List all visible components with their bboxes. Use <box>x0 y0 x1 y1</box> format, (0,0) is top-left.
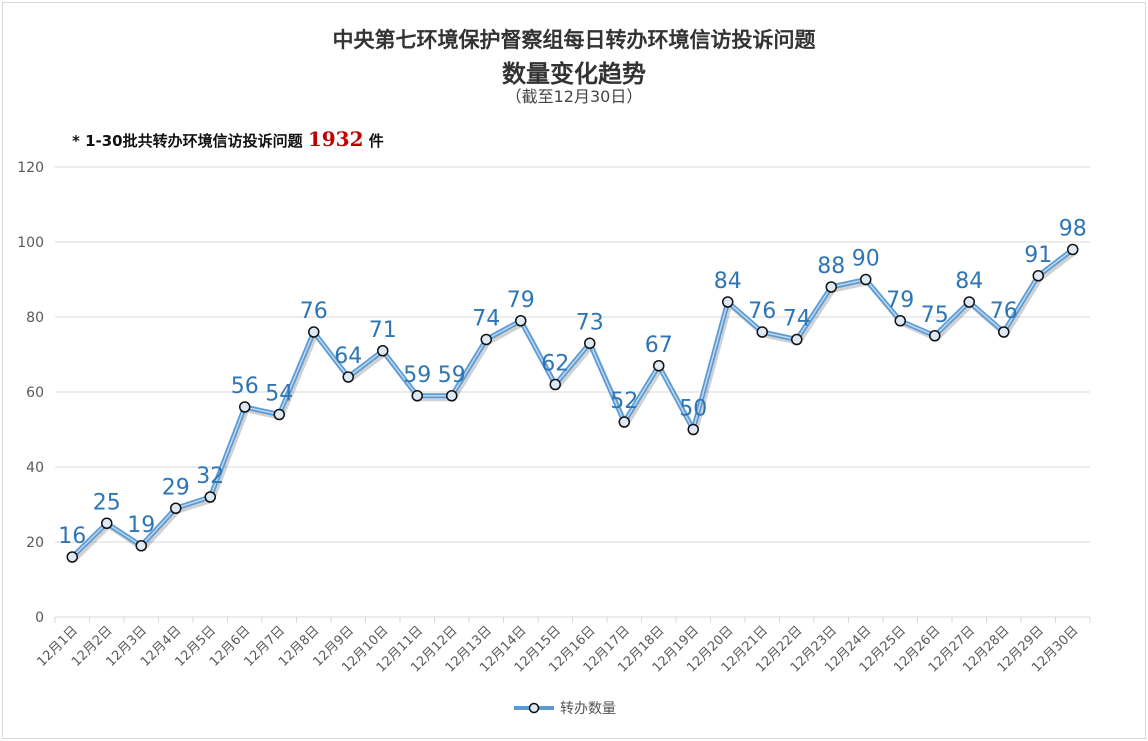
annotation-total: 1932 <box>307 127 364 151</box>
y-tick-label: 60 <box>26 385 44 401</box>
data-label: 71 <box>369 318 397 343</box>
data-point <box>342 371 354 383</box>
data-point <box>1067 243 1079 256</box>
y-tick-label: 120 <box>17 160 44 176</box>
data-label: 73 <box>576 310 604 335</box>
data-point <box>791 333 803 346</box>
data-point <box>1032 270 1044 282</box>
data-label: 50 <box>679 397 707 422</box>
data-point <box>377 345 389 357</box>
legend-label: 转办数量 <box>560 701 616 717</box>
data-label: 91 <box>1024 243 1052 268</box>
legend: 转办数量 <box>514 698 616 718</box>
data-label: 56 <box>231 374 259 399</box>
total-annotation: * 1-30批共转办环境信访投诉问题 1932 件 <box>72 127 384 151</box>
data-label: 74 <box>472 307 500 332</box>
data-label: 75 <box>921 303 949 328</box>
data-point <box>239 401 251 413</box>
data-label: 67 <box>645 333 673 358</box>
data-point <box>825 281 837 293</box>
series-line <box>70 247 1075 559</box>
data-point <box>515 315 527 327</box>
data-point <box>170 502 182 514</box>
data-point <box>66 551 78 563</box>
data-point <box>998 326 1010 338</box>
data-point <box>411 390 423 402</box>
y-tick-label: 40 <box>26 460 44 476</box>
data-point <box>963 296 975 308</box>
data-label: 54 <box>265 382 293 407</box>
y-tick-label: 80 <box>26 310 44 326</box>
data-label: 76 <box>748 299 776 324</box>
data-point <box>756 326 768 338</box>
data-point <box>135 540 147 552</box>
series-line-shadow <box>72 250 1077 562</box>
data-label: 62 <box>541 352 569 377</box>
series-line-highlight <box>71 248 1074 558</box>
data-point <box>549 378 561 391</box>
annotation-prefix: * 1-30批共转办环境信访投诉问题 <box>72 132 303 150</box>
y-tick-label: 0 <box>35 610 44 626</box>
data-point <box>273 408 285 421</box>
data-label: 79 <box>507 288 535 313</box>
data-label: 59 <box>403 363 431 388</box>
chart-date-note: （截至12月30日） <box>505 87 643 106</box>
data-label: 79 <box>886 288 914 313</box>
y-tick-label: 100 <box>17 235 44 251</box>
y-tick-label: 20 <box>26 535 44 551</box>
data-label: 84 <box>714 269 742 294</box>
data-label: 52 <box>610 389 638 414</box>
data-point <box>308 326 320 338</box>
data-point <box>894 315 906 327</box>
data-point <box>204 491 216 503</box>
data-label: 16 <box>58 524 86 549</box>
data-point <box>584 337 596 349</box>
data-point <box>618 416 630 428</box>
chart-subtitle: 数量变化趋势 <box>502 60 646 88</box>
annotation-suffix: 件 <box>368 132 384 150</box>
data-label: 59 <box>438 363 466 388</box>
data-label: 25 <box>93 490 121 515</box>
legend-marker-icon <box>514 702 554 714</box>
data-label: 98 <box>1059 217 1087 242</box>
data-label: 90 <box>852 247 880 272</box>
data-point <box>687 423 699 436</box>
data-label: 88 <box>817 254 845 279</box>
data-label: 76 <box>990 299 1018 324</box>
data-label: 76 <box>300 299 328 324</box>
data-label: 19 <box>127 513 155 538</box>
chart-title: 中央第七环境保护督察组每日转办环境信访投诉问题 <box>332 28 816 52</box>
data-point <box>929 330 941 342</box>
data-point <box>101 517 113 529</box>
data-label: 84 <box>955 269 983 294</box>
data-point <box>860 273 872 286</box>
data-label: 32 <box>196 464 224 489</box>
data-label: 29 <box>162 475 190 500</box>
data-label: 64 <box>334 344 362 369</box>
data-point <box>446 390 458 402</box>
data-point <box>653 360 665 372</box>
data-point <box>722 296 734 308</box>
data-label: 74 <box>783 307 811 332</box>
data-point <box>480 333 492 346</box>
